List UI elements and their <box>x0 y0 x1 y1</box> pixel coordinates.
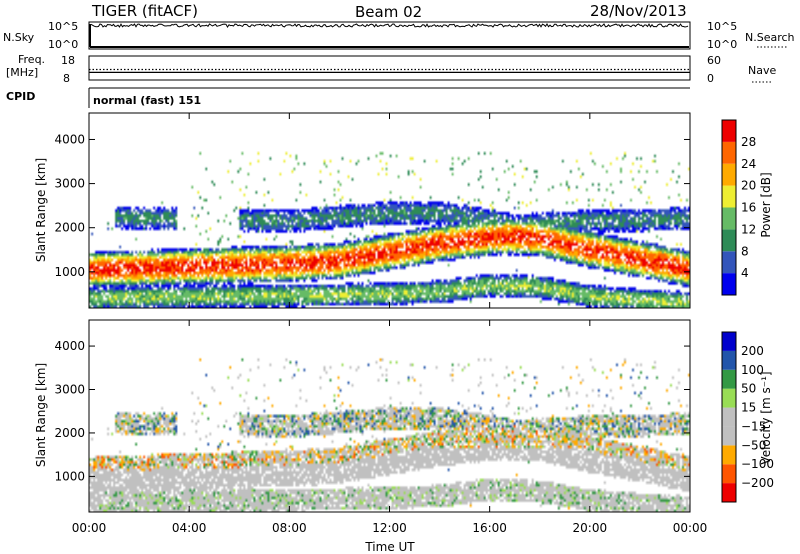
velocity-colorbar: 200 100 50 15 −15 −50 −100 −200 <box>721 331 774 503</box>
power-y-axis: 1000 2000 3000 4000 <box>54 132 690 279</box>
power-colorbar-swatch <box>722 185 736 208</box>
nave-label: Nave <box>748 64 776 77</box>
power-plot: 1000 2000 3000 4000 Slant Range [km] 4 8 12 16… <box>34 112 773 309</box>
cpid-label: CPID <box>6 90 35 103</box>
velocity-colorbar-tick-label: −50 <box>741 438 766 452</box>
y-tick-label: 4000 <box>54 339 85 353</box>
y-tick-label: 2000 <box>54 221 85 235</box>
velocity-colorbar-swatch <box>722 445 736 465</box>
x-tick-label: 16:00 <box>472 521 507 535</box>
power-colorbar-frame <box>721 119 737 296</box>
velocity-colorbar-swatch <box>722 464 736 484</box>
power-colorbar-tick-label: 24 <box>741 157 756 171</box>
power-colorbar-tick-label: 12 <box>741 222 756 236</box>
nsearch-tick-bottom: 10^0 <box>707 38 737 51</box>
power-colorbar-swatch <box>722 251 736 274</box>
velocity-x-axis: 00:00 04:00 08:00 12:00 16:00 20:00 00:00 <box>72 320 708 535</box>
velocity-plot: 1000 2000 3000 4000 00:00 04:00 08:00 12:00 16:… <box>34 319 774 554</box>
power-heatmap <box>89 113 690 308</box>
nsky-noise-line <box>90 23 689 28</box>
station-title: TIGER (fitACF) <box>91 2 198 20</box>
velocity-colorbar-tick-label: −15 <box>741 419 766 433</box>
nsearch-label: N.Search <box>745 31 795 44</box>
velocity-heatmap <box>89 320 690 512</box>
power-x-ticks <box>88 113 691 308</box>
power-colorbar-swatch <box>722 163 736 186</box>
y-tick-label: 3000 <box>54 177 85 191</box>
nave-tick-bottom: 0 <box>707 72 714 85</box>
y-tick-label: 3000 <box>54 383 85 397</box>
power-colorbar-tick-label: 16 <box>741 201 756 215</box>
date-title: 28/Nov/2013 <box>590 2 687 20</box>
velocity-colorbar-label: Velocity [m s⁻¹] <box>759 371 773 464</box>
nsky-label: N.Sky <box>3 31 35 44</box>
nsearch-tick-top: 10^5 <box>707 20 737 33</box>
velocity-colorbar-tick-label: −100 <box>741 457 774 471</box>
velocity-colorbar-frame <box>721 331 737 503</box>
freq-tick-bottom: 8 <box>63 72 70 85</box>
cpid-mode-text: normal (fast) 151 <box>93 94 201 107</box>
power-colorbar-swatch <box>722 141 736 164</box>
velocity-colorbar-swatch <box>722 426 736 446</box>
freq-unit-label: [MHz] <box>6 66 38 79</box>
velocity-y-axis: 1000 2000 3000 4000 <box>54 339 690 483</box>
x-tick-label: 08:00 <box>272 521 307 535</box>
y-tick-label: 1000 <box>54 469 85 483</box>
nsky-trace <box>89 23 689 48</box>
velocity-colorbar-tick-label: 15 <box>741 401 756 415</box>
velocity-colorbar-tick-label: 50 <box>741 382 756 396</box>
x-axis-label: Time UT <box>364 540 415 554</box>
freq-tick-top: 18 <box>61 54 75 67</box>
velocity-colorbar-tick-label: −200 <box>741 476 774 490</box>
velocity-colorbar-swatch <box>722 369 736 389</box>
nsky-tick-top: 10^5 <box>48 20 78 33</box>
nsky-panel: N.Sky 10^5 10^0 10^5 10^0 N.Search <box>3 20 795 51</box>
y-tick-label: 2000 <box>54 426 85 440</box>
nave-tick-top: 60 <box>707 54 721 67</box>
power-colorbar-swatch <box>722 229 736 252</box>
freq-label: Freq. <box>18 53 45 66</box>
power-colorbar-swatch <box>722 207 736 230</box>
x-tick-label: 00:00 <box>72 521 107 535</box>
nsky-tick-bottom: 10^0 <box>48 38 78 51</box>
power-y-label: Slant Range [km] <box>34 158 48 262</box>
velocity-y-label: Slant Range [km] <box>34 363 48 467</box>
y-tick-label: 4000 <box>54 132 85 146</box>
x-tick-label: 00:00 <box>673 521 708 535</box>
velocity-colorbar-swatch <box>722 483 736 502</box>
power-colorbar-tick-label: 4 <box>741 266 749 280</box>
velocity-colorbar-swatch <box>722 332 736 351</box>
power-colorbar-swatch <box>722 120 736 142</box>
power-colorbar-label: Power [dB] <box>759 172 773 237</box>
beam-title: Beam 02 <box>355 3 422 21</box>
x-tick-label: 04:00 <box>172 521 207 535</box>
velocity-colorbar-tick-label: 100 <box>741 363 764 377</box>
velocity-colorbar-tick-label: 200 <box>741 344 764 358</box>
power-colorbar-tick-label: 28 <box>741 135 756 149</box>
power-colorbar: 4 8 12 16 20 24 28 <box>721 119 756 296</box>
power-colorbar-tick-label: 20 <box>741 179 756 193</box>
velocity-colorbar-swatch <box>722 350 736 370</box>
cpid-panel: CPID normal (fast) 151 <box>6 87 690 108</box>
power-colorbar-swatch <box>722 273 736 295</box>
velocity-colorbar-swatch <box>722 407 736 427</box>
velocity-colorbar-swatch <box>722 388 736 408</box>
freq-panel: Freq. [MHz] 18 8 60 0 Nave <box>6 53 776 85</box>
power-colorbar-tick-label: 8 <box>741 244 749 258</box>
x-tick-label: 20:00 <box>573 521 608 535</box>
y-tick-label: 1000 <box>54 265 85 279</box>
x-tick-label: 12:00 <box>372 521 407 535</box>
